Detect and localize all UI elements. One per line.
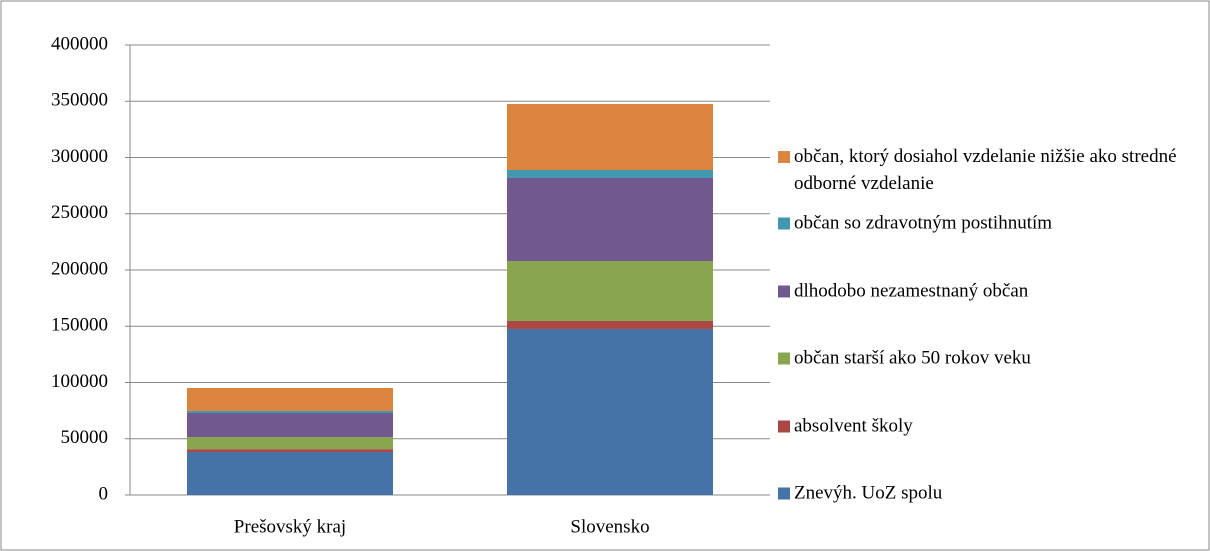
y-tick-label: 200000 xyxy=(51,258,108,279)
bar-segment xyxy=(187,412,393,438)
legend-swatch xyxy=(778,150,790,163)
legend-swatch xyxy=(778,487,790,500)
y-tick-label: 350000 xyxy=(51,90,108,111)
legend-item: občan starší ako 50 rokov veku xyxy=(778,345,1193,372)
legend-item: občan, ktorý dosiahol vzdelanie nižšie a… xyxy=(778,143,1193,197)
legend-swatch xyxy=(778,217,790,230)
bar-segment xyxy=(507,103,713,170)
bar-segment xyxy=(507,328,713,495)
y-tick-label: 300000 xyxy=(51,146,108,167)
legend-label: občan so zdravotným postihnutím xyxy=(794,212,1053,234)
bar-segment xyxy=(507,320,713,329)
legend-swatch xyxy=(778,420,790,432)
bar-segment xyxy=(187,410,393,413)
x-tick-label: Prešovský kraj xyxy=(234,516,346,537)
legend-item: dlhodobo nezamestnaný občan xyxy=(778,277,1193,304)
legend-label: dlhodobo nezamestnaný občan xyxy=(794,280,1029,301)
bar-segment xyxy=(187,452,393,495)
legend-item: absolvent školy xyxy=(778,412,1193,439)
y-tick-label: 250000 xyxy=(51,202,108,223)
x-tick-label: Slovensko xyxy=(570,516,649,537)
y-tick-label: 150000 xyxy=(51,315,108,336)
legend-label: občan, ktorý dosiahol vzdelanie nižšie a… xyxy=(794,145,1177,194)
bar-segment xyxy=(187,388,393,411)
bar-segment xyxy=(507,261,713,321)
legend-swatch xyxy=(778,285,790,297)
bar-segment xyxy=(507,169,713,178)
legend-label: občan starší ako 50 rokov veku xyxy=(794,347,1031,369)
legend-label: Znevýh. UoZ spolu xyxy=(794,482,943,504)
legend-item: Znevýh. UoZ spolu xyxy=(778,480,1193,507)
legend-label: absolvent školy xyxy=(794,415,913,436)
bar-segment xyxy=(187,449,393,453)
bar-segment xyxy=(187,437,393,450)
y-tick-label: 400000 xyxy=(51,33,108,54)
y-tick-label: 100000 xyxy=(51,371,108,392)
y-tick-label: 0 xyxy=(99,483,109,504)
y-tick-label: 50000 xyxy=(61,427,109,448)
bar-segment xyxy=(507,177,713,261)
legend-swatch xyxy=(778,352,790,365)
legend-item: občan so zdravotným postihnutím xyxy=(778,210,1193,237)
